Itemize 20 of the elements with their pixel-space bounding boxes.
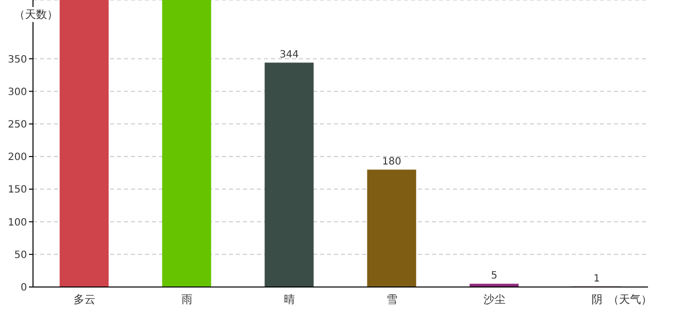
x-tick-label: 沙尘 xyxy=(483,292,506,306)
y-tick-label: 250 xyxy=(8,119,27,130)
y-axis-title: （天数） xyxy=(14,7,58,22)
data-label: 180 xyxy=(382,156,402,168)
y-tick-label: 50 xyxy=(14,250,27,261)
y-tick-label: 200 xyxy=(8,152,27,164)
x-axis-title: （天气） xyxy=(608,292,652,307)
x-tick-label: 阴 xyxy=(591,292,602,306)
y-tick-label: 0 xyxy=(20,282,27,294)
x-tick-label: 雨 xyxy=(181,292,192,306)
y-tick-label: 350 xyxy=(8,54,27,66)
x-tick-label: 多云 xyxy=(73,292,96,306)
data-label: 5 xyxy=(490,270,498,282)
data-label: 344 xyxy=(280,50,299,61)
x-tick-label: 雪 xyxy=(386,292,398,306)
x-tick-label: 晴 xyxy=(284,292,295,306)
data-label: 1 xyxy=(593,273,600,284)
y-tick-label: 100 xyxy=(8,217,27,228)
y-tick-label: 150 xyxy=(8,184,27,196)
y-tick-label: 300 xyxy=(8,86,27,98)
